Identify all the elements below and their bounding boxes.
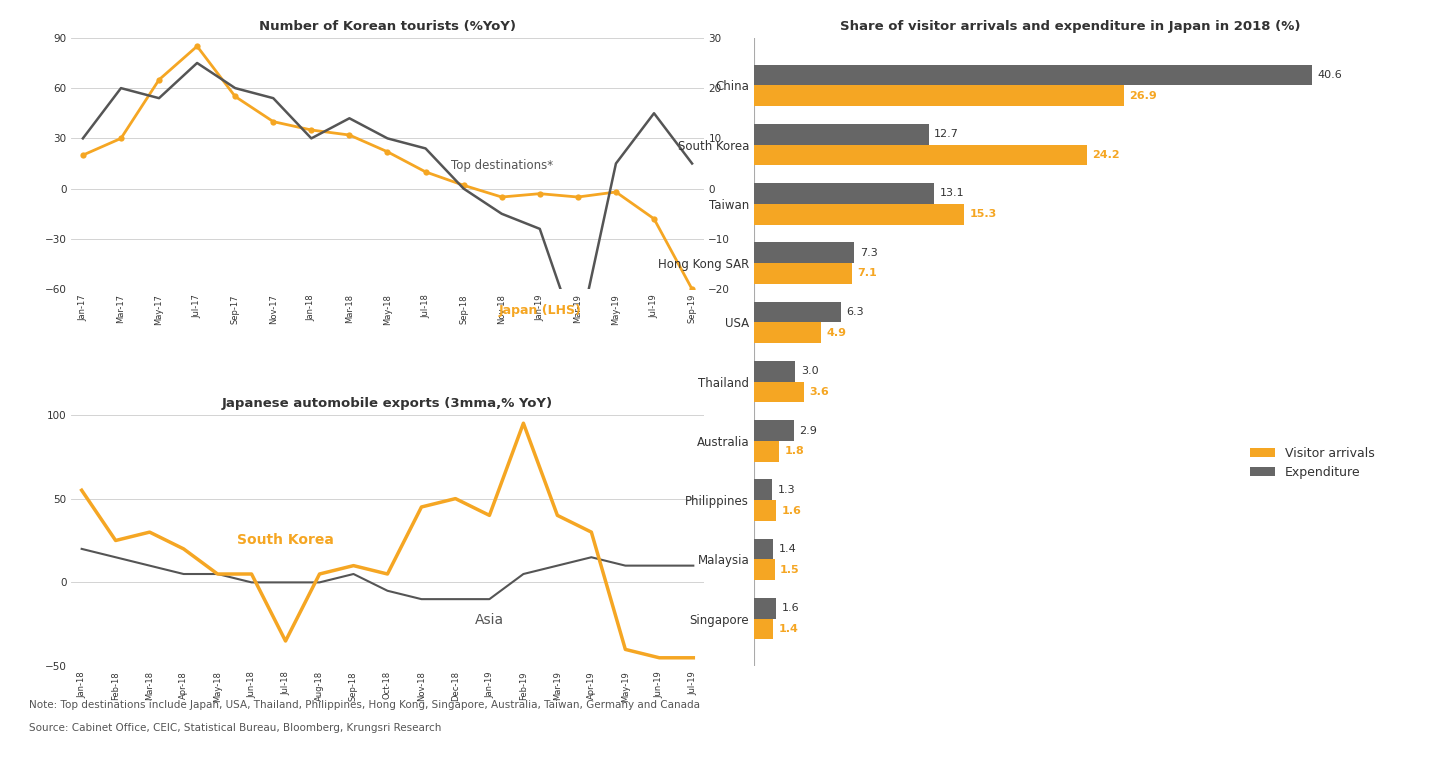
Bar	[755, 86, 1123, 106]
Text: 4.9: 4.9	[827, 328, 847, 338]
Text: 1.5: 1.5	[780, 565, 800, 575]
Bar	[755, 539, 773, 559]
Bar	[755, 145, 1086, 165]
Text: 26.9: 26.9	[1129, 91, 1157, 101]
Bar	[755, 559, 775, 580]
Title: Share of visitor arrivals and expenditure in Japan in 2018 (%): Share of visitor arrivals and expenditur…	[840, 20, 1300, 33]
Text: 1.4: 1.4	[779, 624, 799, 634]
Text: 6.3: 6.3	[846, 307, 863, 317]
Text: 13.1: 13.1	[940, 188, 965, 198]
Text: 1.6: 1.6	[782, 506, 802, 516]
Text: 7.1: 7.1	[857, 269, 877, 279]
Bar	[755, 361, 796, 382]
Bar	[755, 242, 855, 263]
Text: 24.2: 24.2	[1092, 150, 1120, 160]
Bar	[755, 204, 965, 225]
Text: 40.6: 40.6	[1318, 70, 1342, 80]
Bar	[755, 420, 795, 441]
Text: 1.8: 1.8	[785, 447, 805, 456]
Bar	[755, 263, 852, 284]
Text: 2.9: 2.9	[799, 425, 817, 435]
Title: Japanese automobile exports (3mma,% YoY): Japanese automobile exports (3mma,% YoY)	[221, 397, 553, 410]
Text: Source: Cabinet Office, CEIC, Statistical Bureau, Bloomberg, Krungsri Research: Source: Cabinet Office, CEIC, Statistica…	[29, 723, 442, 733]
Text: 3.0: 3.0	[800, 366, 819, 376]
Text: 12.7: 12.7	[935, 129, 959, 139]
Bar	[755, 441, 779, 462]
Bar	[755, 183, 935, 204]
Text: 7.3: 7.3	[860, 248, 877, 257]
Bar	[755, 500, 776, 521]
Bar	[755, 322, 822, 343]
Bar	[755, 618, 773, 640]
Text: 3.6: 3.6	[809, 387, 829, 397]
Text: Note: Top destinations include Japan, USA, Thailand, Philippines, Hong Kong, Sin: Note: Top destinations include Japan, US…	[29, 700, 700, 710]
Text: South Korea: South Korea	[237, 533, 334, 547]
Legend: Visitor arrivals, Expenditure: Visitor arrivals, Expenditure	[1245, 442, 1380, 484]
Bar	[755, 301, 840, 322]
Bar	[755, 64, 1312, 86]
Text: 1.6: 1.6	[782, 603, 799, 613]
Bar	[755, 479, 772, 500]
Title: Number of Korean tourists (%YoY): Number of Korean tourists (%YoY)	[259, 20, 516, 33]
Text: 15.3: 15.3	[970, 209, 997, 220]
Bar	[755, 598, 776, 618]
Text: 1.3: 1.3	[777, 484, 795, 495]
Text: Asia: Asia	[474, 613, 504, 628]
Text: Japan (LHS): Japan (LHS)	[499, 304, 582, 317]
Text: 1.4: 1.4	[779, 544, 796, 554]
Bar	[755, 382, 803, 403]
Text: Top destinations*: Top destinations*	[450, 158, 553, 172]
Bar	[755, 124, 929, 145]
